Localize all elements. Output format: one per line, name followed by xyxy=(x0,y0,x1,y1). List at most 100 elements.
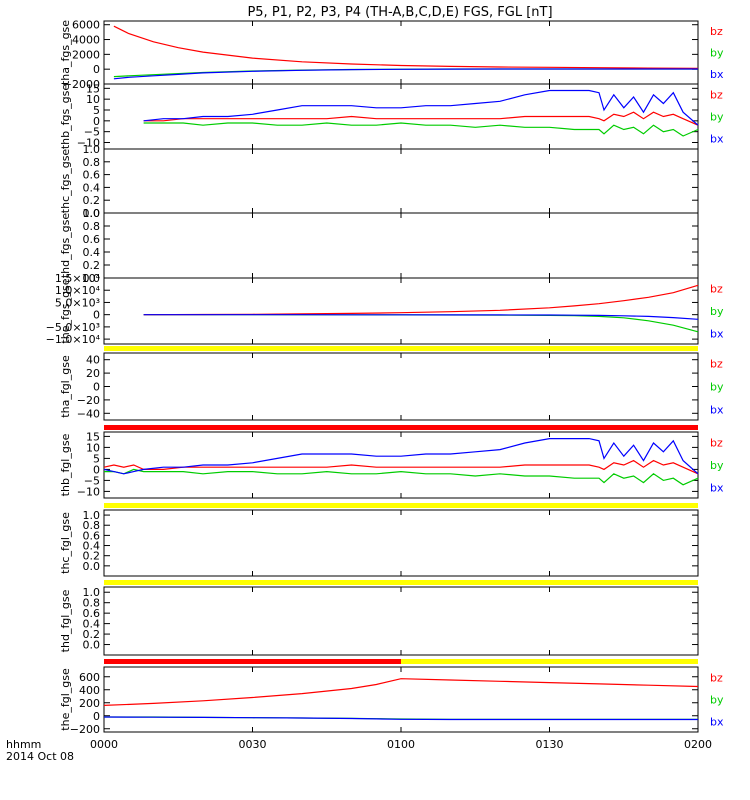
y-tick-label: 20 xyxy=(86,367,100,380)
y-axis-label: tha_fgs_gse xyxy=(59,20,72,85)
corner-label-hhmm: hhmm xyxy=(6,738,41,751)
y-tick-label: −2000 xyxy=(63,78,100,91)
corner-label-date: 2014 Oct 08 xyxy=(6,750,74,763)
panel-frame xyxy=(103,431,699,499)
x-tick-label: 0200 xyxy=(684,738,712,751)
y-tick-label: 1.0 xyxy=(83,586,101,599)
series-by-line xyxy=(143,314,699,333)
series-bx-line xyxy=(103,716,698,721)
y-tick-label: 1.0 xyxy=(83,143,101,156)
series-bx-line xyxy=(143,314,699,320)
y-tick-label: 0.6 xyxy=(83,233,101,246)
quality-bar-segment xyxy=(104,580,698,585)
series-bz-line xyxy=(143,111,699,126)
series-bx-line xyxy=(143,89,699,126)
panel-frame xyxy=(103,586,699,656)
y-tick-label: 0 xyxy=(93,381,100,394)
legend-bx: bx xyxy=(710,481,724,494)
panel-frame xyxy=(103,212,699,279)
y-tick-label: 40 xyxy=(86,354,100,367)
legend-by: by xyxy=(710,305,724,318)
panel-frame xyxy=(103,83,699,150)
legend-bz: bz xyxy=(710,88,723,101)
y-tick-label: 10 xyxy=(86,441,100,454)
y-tick-label: −200 xyxy=(70,723,100,736)
y-tick-label: 0.0 xyxy=(83,272,101,285)
y-tick-label: 200 xyxy=(79,697,100,710)
panel-frame xyxy=(103,20,699,85)
legend-bx: bx xyxy=(710,716,724,729)
y-tick-label: 0 xyxy=(93,309,100,322)
quality-bar-segment xyxy=(401,659,698,664)
y-tick-label: 0.8 xyxy=(83,597,101,610)
y-tick-label: 0.6 xyxy=(83,607,101,620)
quality-bars xyxy=(104,346,698,664)
y-tick-label: 0.0 xyxy=(83,639,101,652)
y-tick-label: −5.0×10³ xyxy=(46,321,100,334)
legend-bz: bz xyxy=(710,358,723,371)
y-axis-label: the_fgl_gse xyxy=(59,668,72,731)
legend-by: by xyxy=(710,111,724,124)
y-tick-label: 0.0 xyxy=(83,207,101,220)
y-tick-label: 4000 xyxy=(72,34,100,47)
y-tick-label: 0.2 xyxy=(83,628,101,641)
legend-by: by xyxy=(710,47,724,60)
series-bz-line xyxy=(103,459,699,475)
y-axis-label: thd_fgs_gse xyxy=(59,213,72,279)
y-tick-label: 0.4 xyxy=(83,246,101,259)
series-bz-line xyxy=(143,284,699,316)
legend-bz: bz xyxy=(710,671,723,684)
legend-by: by xyxy=(710,459,724,472)
series-by-line xyxy=(104,468,699,486)
y-tick-label: −10 xyxy=(77,485,100,498)
legend-by: by xyxy=(710,694,724,707)
y-tick-label: 1.0×10⁴ xyxy=(55,284,101,297)
y-tick-label: 0 xyxy=(93,63,100,76)
y-tick-label: 5.0×10³ xyxy=(55,296,100,309)
quality-bar-segment xyxy=(104,503,698,508)
quality-bar-segment xyxy=(104,346,698,351)
legend-bz: bz xyxy=(710,25,723,38)
y-tick-label: 15 xyxy=(86,82,100,95)
x-tick-label: 0100 xyxy=(387,738,415,751)
series-bx-line xyxy=(113,68,698,80)
y-tick-label: 0.8 xyxy=(83,220,101,233)
y-axis-label: thc_fgl_gse xyxy=(59,512,72,574)
y-tick-label: −10 xyxy=(77,137,100,150)
y-tick-label: 1.0 xyxy=(83,509,101,522)
legend-bx: bx xyxy=(710,68,724,81)
series-bx-line xyxy=(103,438,699,475)
y-tick-label: 5 xyxy=(93,104,100,117)
y-tick-label: 10 xyxy=(86,93,100,106)
y-tick-label: 2000 xyxy=(72,48,100,61)
panel-frame xyxy=(103,666,699,733)
y-tick-label: 1.0 xyxy=(83,207,101,220)
y-tick-label: 400 xyxy=(79,684,100,697)
legend-bz: bz xyxy=(710,437,723,450)
y-tick-label: 0.6 xyxy=(83,169,101,182)
series-by-line xyxy=(143,122,699,137)
y-tick-label: 0 xyxy=(93,115,100,128)
y-tick-label: −20 xyxy=(77,394,100,407)
panel-thc_fgl_gse: 1.00.80.60.40.20.0 thc_fgl_gse xyxy=(59,509,699,577)
y-tick-label: −40 xyxy=(77,407,100,420)
y-tick-label: 5 xyxy=(93,452,100,465)
y-axis-label: thb_fgs_gse xyxy=(59,84,72,150)
y-tick-label: −5 xyxy=(84,474,100,487)
x-tick-label: 0030 xyxy=(239,738,267,751)
series-bz-line xyxy=(103,678,699,706)
panel-frame xyxy=(103,352,699,421)
y-tick-label: 0 xyxy=(93,710,100,723)
y-tick-label: 0 xyxy=(93,463,100,476)
y-axis-label: tha_fgl_gse xyxy=(59,355,72,418)
panel-thd_fgl_gse: 1.00.80.60.40.20.0 thd_fgl_gse xyxy=(59,586,699,656)
time-axis: 0000 0030 0100 0130 0200 xyxy=(90,738,712,751)
